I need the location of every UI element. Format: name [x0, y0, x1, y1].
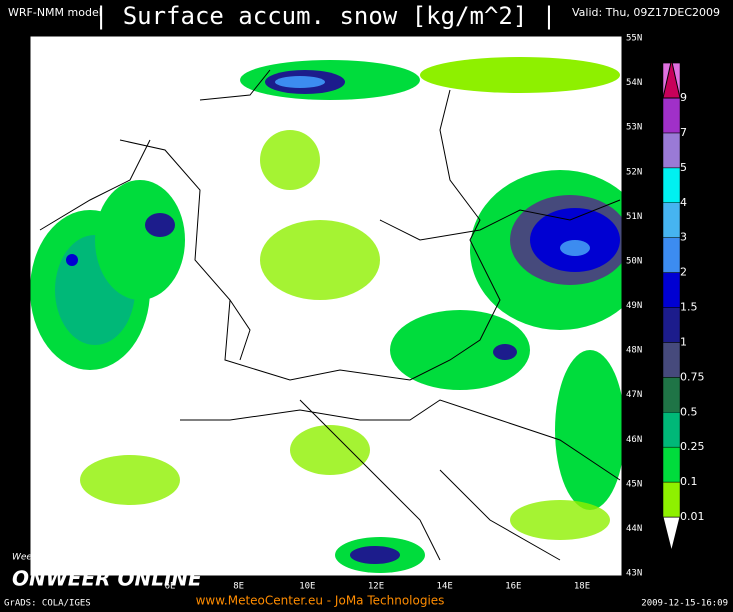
colorbar-high-end: [662, 59, 681, 99]
colorbar-segment: [662, 167, 681, 203]
lat-label: 44N: [626, 524, 642, 534]
snow-field: [30, 57, 622, 573]
issue-date: 2009-12-15-16:09: [641, 599, 728, 609]
valid-time: Valid: Thu, 09Z17DEC2009: [572, 6, 720, 19]
lat-label: 54N: [626, 78, 642, 88]
lon-label: 6E: [165, 582, 176, 592]
borders: [39, 69, 621, 561]
colorbar-label: 0.5: [680, 405, 698, 418]
lat-label: 52N: [626, 167, 642, 177]
colorbar-label: 1: [680, 335, 687, 348]
colorbar-label: 2: [680, 266, 687, 279]
grads-credit: GrADS: COLA/IGES: [4, 599, 91, 609]
lon-labels: 6E 8E 10E 12E 14E 16E 18E: [165, 582, 591, 592]
colorbar-label: 0.75: [680, 370, 705, 383]
lat-label: 46N: [626, 435, 642, 445]
map: [29, 35, 623, 577]
lat-label: 55N: [626, 34, 642, 44]
lat-label: 45N: [626, 479, 642, 489]
lon-label: 12E: [368, 582, 384, 592]
logo-name: ONWEER ONLINE: [12, 567, 202, 591]
colorbar-label: 5: [680, 161, 687, 174]
map-frame: [29, 35, 623, 577]
colorbar-label: 1.5: [680, 301, 698, 314]
colorbar-label: 3: [680, 231, 687, 244]
lat-label: 43N: [626, 569, 642, 579]
colorbar-label: 4: [680, 196, 687, 209]
lat-label: 51N: [626, 212, 642, 222]
logo: Weer of geen weer, altijd actueel! ONWEE…: [12, 553, 202, 591]
colorbar-segment: [662, 412, 681, 448]
lon-label: 8E: [233, 582, 244, 592]
lon-label: 16E: [505, 582, 521, 592]
colorbar-segment: [662, 342, 681, 378]
lat-label: 49N: [626, 301, 642, 311]
colorbar-label: 7: [680, 126, 687, 139]
model-label: WRF-NMM model: [8, 6, 102, 19]
site-credit: www.MeteoCenter.eu - JoMa Technologies: [196, 594, 445, 608]
lon-label: 14E: [437, 582, 453, 592]
colorbar-segment: [662, 272, 681, 308]
colorbar: 0.01 0.1 0.25 0.5 0.75 1 1.5 2 3 4 5 7 9: [662, 59, 705, 552]
colorbar-label: 9: [680, 91, 687, 104]
lat-labels: 55N 54N 53N 52N 51N 50N 49N 48N 47N 46N 45N 44N 43N: [626, 34, 642, 579]
colorbar-segment: [662, 481, 681, 518]
colorbar-segment: [662, 377, 681, 413]
lat-label: 50N: [626, 256, 642, 266]
colorbar-segment: [662, 97, 681, 134]
lat-label: 48N: [626, 346, 642, 356]
colorbar-label: 0.1: [680, 475, 698, 488]
lat-label: 47N: [626, 390, 642, 400]
logo-slogan: Weer of geen weer, altijd actueel!: [12, 553, 164, 563]
colorbar-segment: [662, 132, 681, 169]
lon-label: 10E: [299, 582, 315, 592]
lat-label: 53N: [626, 123, 642, 133]
title: | Surface accum. snow [kg/m^2] |: [94, 2, 556, 30]
colorbar-label: 0.01: [680, 510, 705, 523]
colorbar-segment: [662, 446, 681, 483]
colorbar-segment: [662, 307, 681, 343]
colorbar-segment: [662, 202, 681, 238]
colorbar-label: 0.25: [680, 440, 705, 453]
lon-label: 18E: [574, 582, 590, 592]
colorbar-segment: [662, 237, 681, 273]
